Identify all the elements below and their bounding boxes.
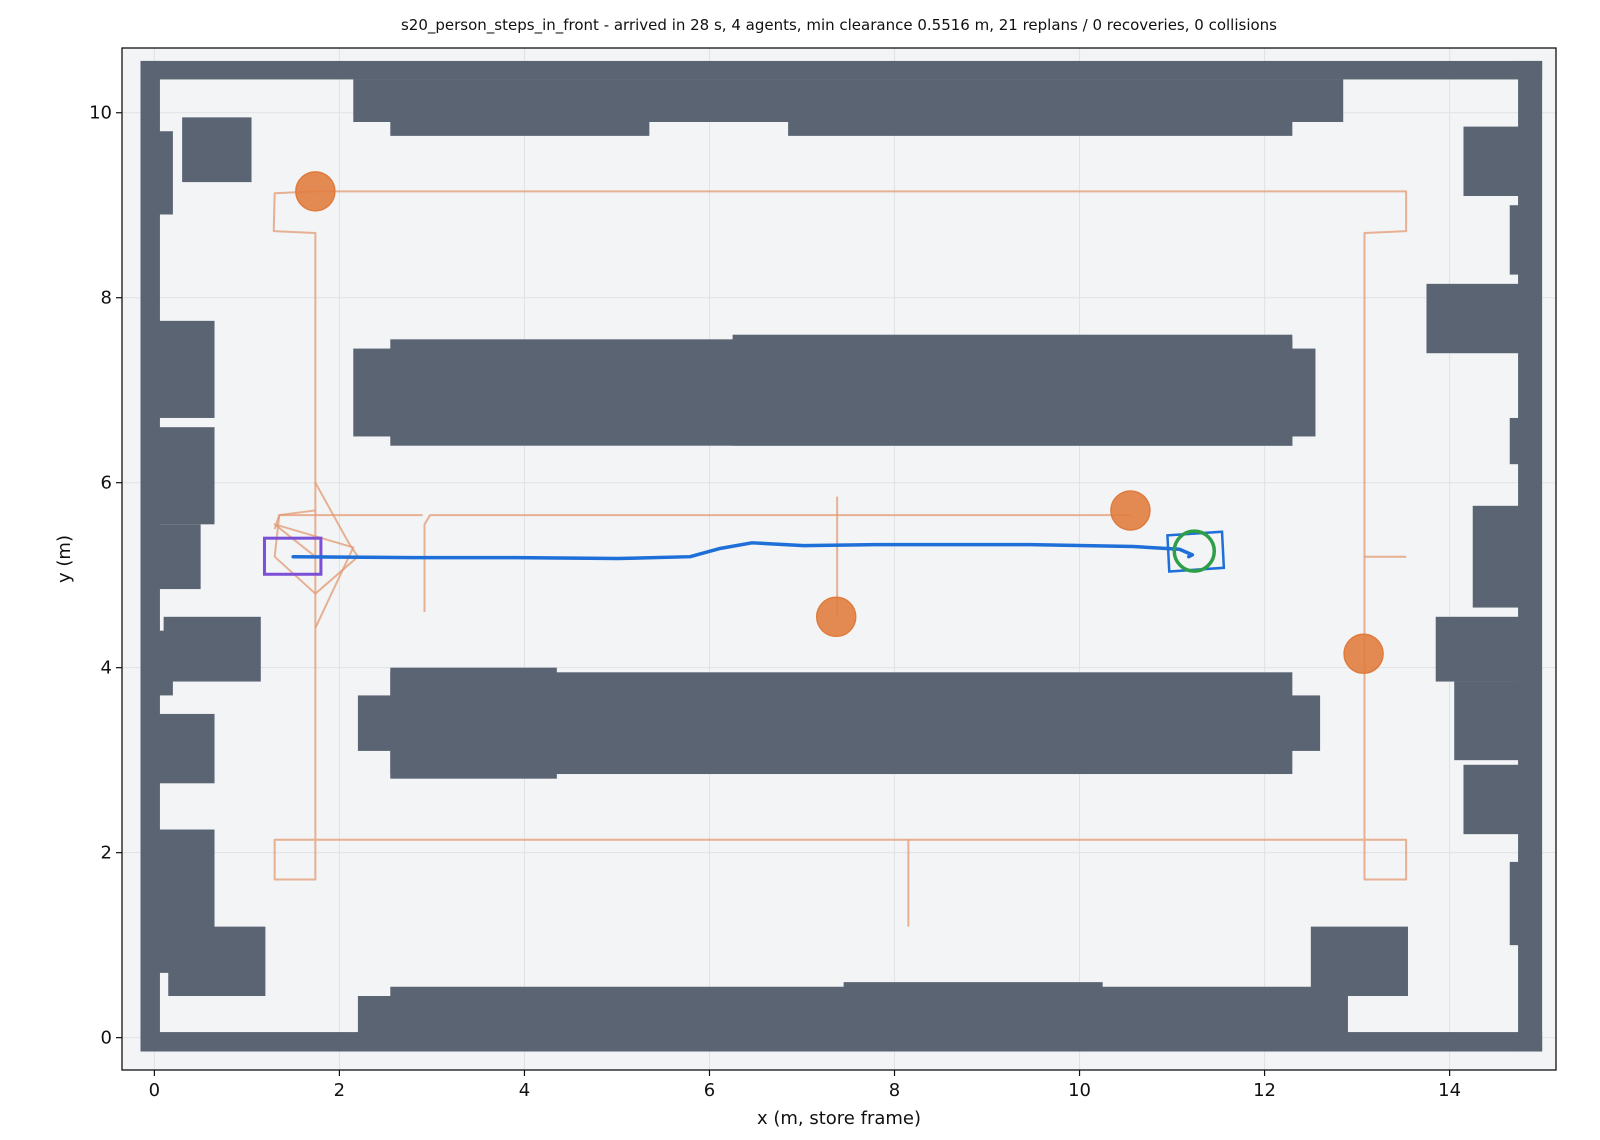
x-tick-label: 14 [1438, 1080, 1461, 1101]
obstacle [1509, 417, 1519, 465]
plot-area [122, 48, 1556, 1070]
y-axis-label: y (m) [54, 535, 75, 583]
obstacle [159, 320, 215, 418]
x-tick-label: 8 [889, 1080, 900, 1101]
obstacle [168, 926, 266, 997]
y-tick-label: 8 [101, 288, 112, 309]
x-tick-label: 6 [704, 1080, 715, 1101]
obstacle [1426, 283, 1519, 354]
x-tick-label: 10 [1068, 1080, 1091, 1101]
x-tick-label: 0 [149, 1080, 160, 1101]
obstacle [1472, 505, 1519, 608]
obstacle [1518, 60, 1543, 1052]
y-tick-label: 10 [89, 103, 112, 124]
y-tick-label: 2 [101, 843, 112, 864]
plot-background [122, 48, 1556, 1070]
agent [295, 171, 336, 212]
robot-path [291, 541, 1195, 561]
obstacle [1310, 926, 1408, 997]
obstacle [140, 60, 1543, 80]
obstacle [159, 131, 173, 215]
obstacle [788, 79, 1293, 136]
obstacle [159, 630, 173, 696]
y-tick-label: 6 [101, 473, 112, 494]
plot-frame [121, 47, 1557, 1071]
agent-trail [423, 514, 1131, 613]
x-axis-label: x (m, store frame) [757, 1108, 921, 1129]
obstacle [732, 334, 1293, 446]
obstacle [159, 524, 201, 590]
agent-trail [273, 523, 355, 629]
agent [815, 596, 857, 638]
obstacle [1435, 616, 1519, 682]
y-tick-label: 4 [101, 658, 112, 679]
obstacle [390, 79, 650, 136]
obstacle [140, 1032, 1543, 1052]
obstacle [159, 713, 215, 784]
obstacle [140, 60, 160, 1052]
agent [1110, 490, 1151, 531]
agent [1343, 633, 1384, 675]
agent-trail [272, 190, 1408, 881]
x-tick-label: 2 [334, 1080, 345, 1101]
obstacle [390, 667, 557, 779]
obstacle [163, 616, 261, 682]
x-tick-label: 12 [1253, 1080, 1276, 1101]
obstacle [182, 117, 252, 183]
obstacle [1463, 764, 1519, 835]
obstacle [1463, 126, 1519, 196]
obstacle [1509, 861, 1519, 946]
obstacle [1454, 681, 1519, 761]
goal-marker [1172, 529, 1217, 573]
obstacle [159, 427, 215, 525]
obstacle [843, 982, 1103, 1034]
chart-title: s20_person_steps_in_front - arrived in 2… [401, 16, 1277, 35]
obstacle [1509, 205, 1519, 275]
agent-trail [273, 514, 423, 530]
y-tick-label: 0 [101, 1028, 112, 1049]
x-tick-label: 4 [519, 1080, 530, 1101]
